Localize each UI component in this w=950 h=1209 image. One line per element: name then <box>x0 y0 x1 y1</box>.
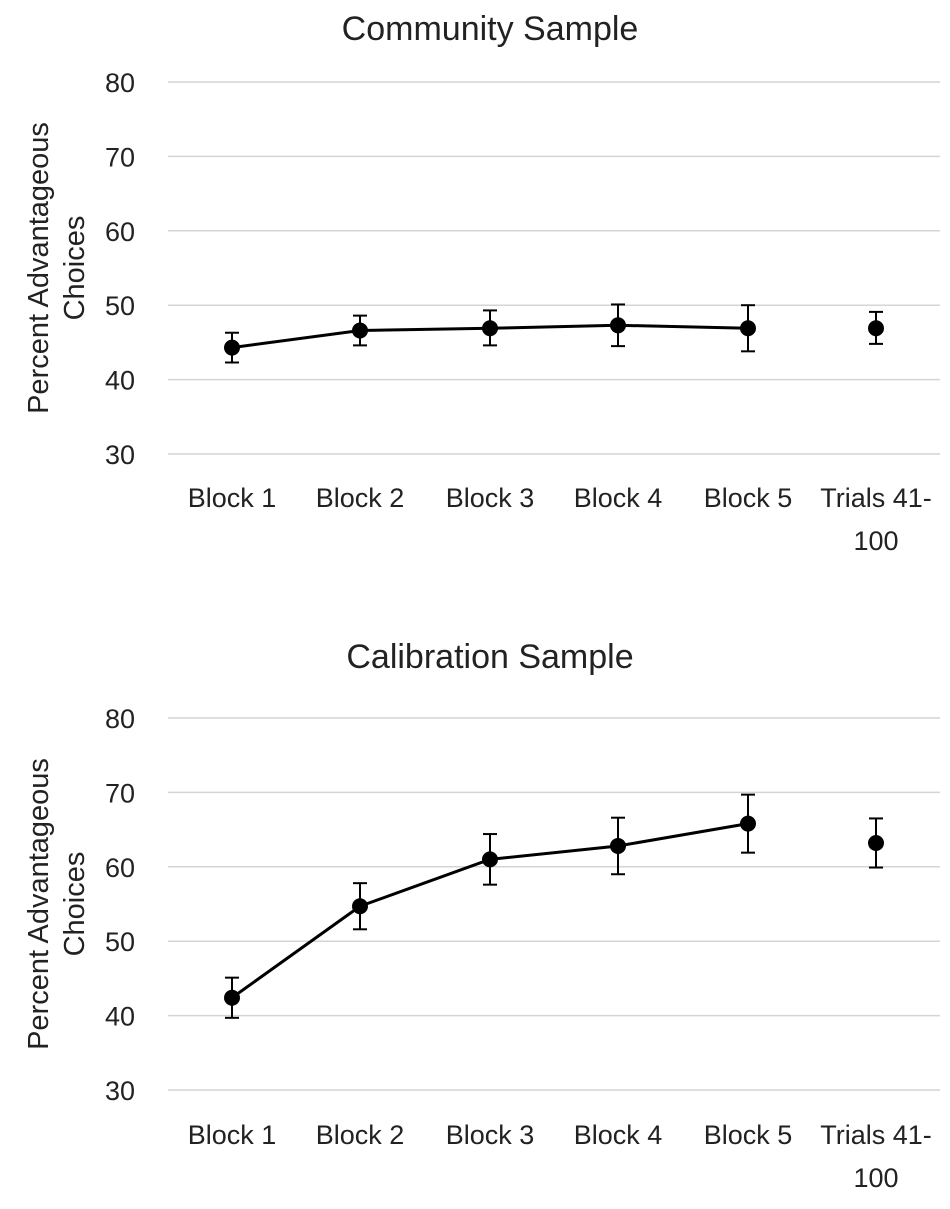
x-tick-label-line: Block 1 <box>188 483 277 513</box>
data-point <box>352 322 368 339</box>
data-point <box>352 898 368 915</box>
y-axis-label: Percent Advantageous Choices <box>23 758 91 1050</box>
data-point <box>868 834 884 851</box>
y-tick-label: 50 <box>105 291 135 321</box>
y-tick-label: 30 <box>105 1076 135 1106</box>
y-tick-label: 60 <box>105 853 135 883</box>
x-tick-label-line: Block 5 <box>704 1120 793 1150</box>
x-tick-label-line: Block 4 <box>574 1120 663 1150</box>
x-tick-label: Trials 41- 100 <box>820 1120 932 1193</box>
chart-title: Community Sample <box>342 10 639 48</box>
x-tick-label: Block 3 <box>446 483 535 513</box>
chart-panel-2: Calibration Sample 30 40 50 60 70 80 Percent Ad… <box>23 638 940 1193</box>
x-tick-label: Block 5 <box>704 483 793 513</box>
y-axis-label-line: Percent Advantageous <box>23 122 55 414</box>
y-axis-label-line: Choices <box>59 216 91 321</box>
x-tick-label-line: 100 <box>853 1163 898 1193</box>
x-tick-label-line: Block 5 <box>704 483 793 513</box>
x-tick-label-line: Trials 41- <box>820 1120 932 1150</box>
x-tick-label: Block 3 <box>446 1120 535 1150</box>
y-tick-label: 80 <box>105 704 135 734</box>
x-tick-label: Block 5 <box>704 1120 793 1150</box>
y-tick-label: 40 <box>105 366 135 396</box>
x-tick-label-line: Block 2 <box>316 1120 405 1150</box>
data-point <box>224 989 240 1006</box>
x-tick-label: Block 2 <box>316 1120 405 1150</box>
data-point <box>224 339 240 356</box>
x-tick-label-line: Block 4 <box>574 483 663 513</box>
data-point <box>482 320 498 337</box>
y-axis-label: Percent Advantageous Choices <box>23 122 91 414</box>
x-tick-label-line: Trials 41- <box>820 483 932 513</box>
x-tick-label-line: Block 3 <box>446 1120 535 1150</box>
y-tick-label: 70 <box>105 778 135 808</box>
y-tick-label: 50 <box>105 927 135 957</box>
y-tick-label: 70 <box>105 142 135 172</box>
x-tick-label-line: Block 1 <box>188 1120 277 1150</box>
data-point <box>740 320 756 337</box>
chart-title: Calibration Sample <box>346 638 633 676</box>
x-tick-label: Trials 41- 100 <box>820 483 932 556</box>
x-tick-label-line: Block 2 <box>316 483 405 513</box>
x-tick-label: Block 4 <box>574 1120 663 1150</box>
x-tick-label-line: 100 <box>853 526 898 556</box>
y-axis-label-line: Choices <box>59 852 91 957</box>
data-point <box>610 317 626 334</box>
y-tick-label: 80 <box>105 68 135 98</box>
data-point <box>740 815 756 832</box>
x-tick-label: Block 4 <box>574 483 663 513</box>
y-axis-label-line: Percent Advantageous <box>23 758 55 1050</box>
y-tick-label: 40 <box>105 1002 135 1032</box>
y-tick-label: 30 <box>105 440 135 470</box>
y-tick-label: 60 <box>105 217 135 247</box>
data-point <box>868 320 884 337</box>
chart-panel-1: Community Sample 30 40 50 60 70 80 Percent Adva… <box>23 10 940 556</box>
x-tick-label: Block 2 <box>316 483 405 513</box>
data-point <box>610 837 626 854</box>
data-point <box>482 851 498 868</box>
x-tick-label-line: Block 3 <box>446 483 535 513</box>
x-tick-label: Block 1 <box>188 1120 277 1150</box>
x-tick-label: Block 1 <box>188 483 277 513</box>
